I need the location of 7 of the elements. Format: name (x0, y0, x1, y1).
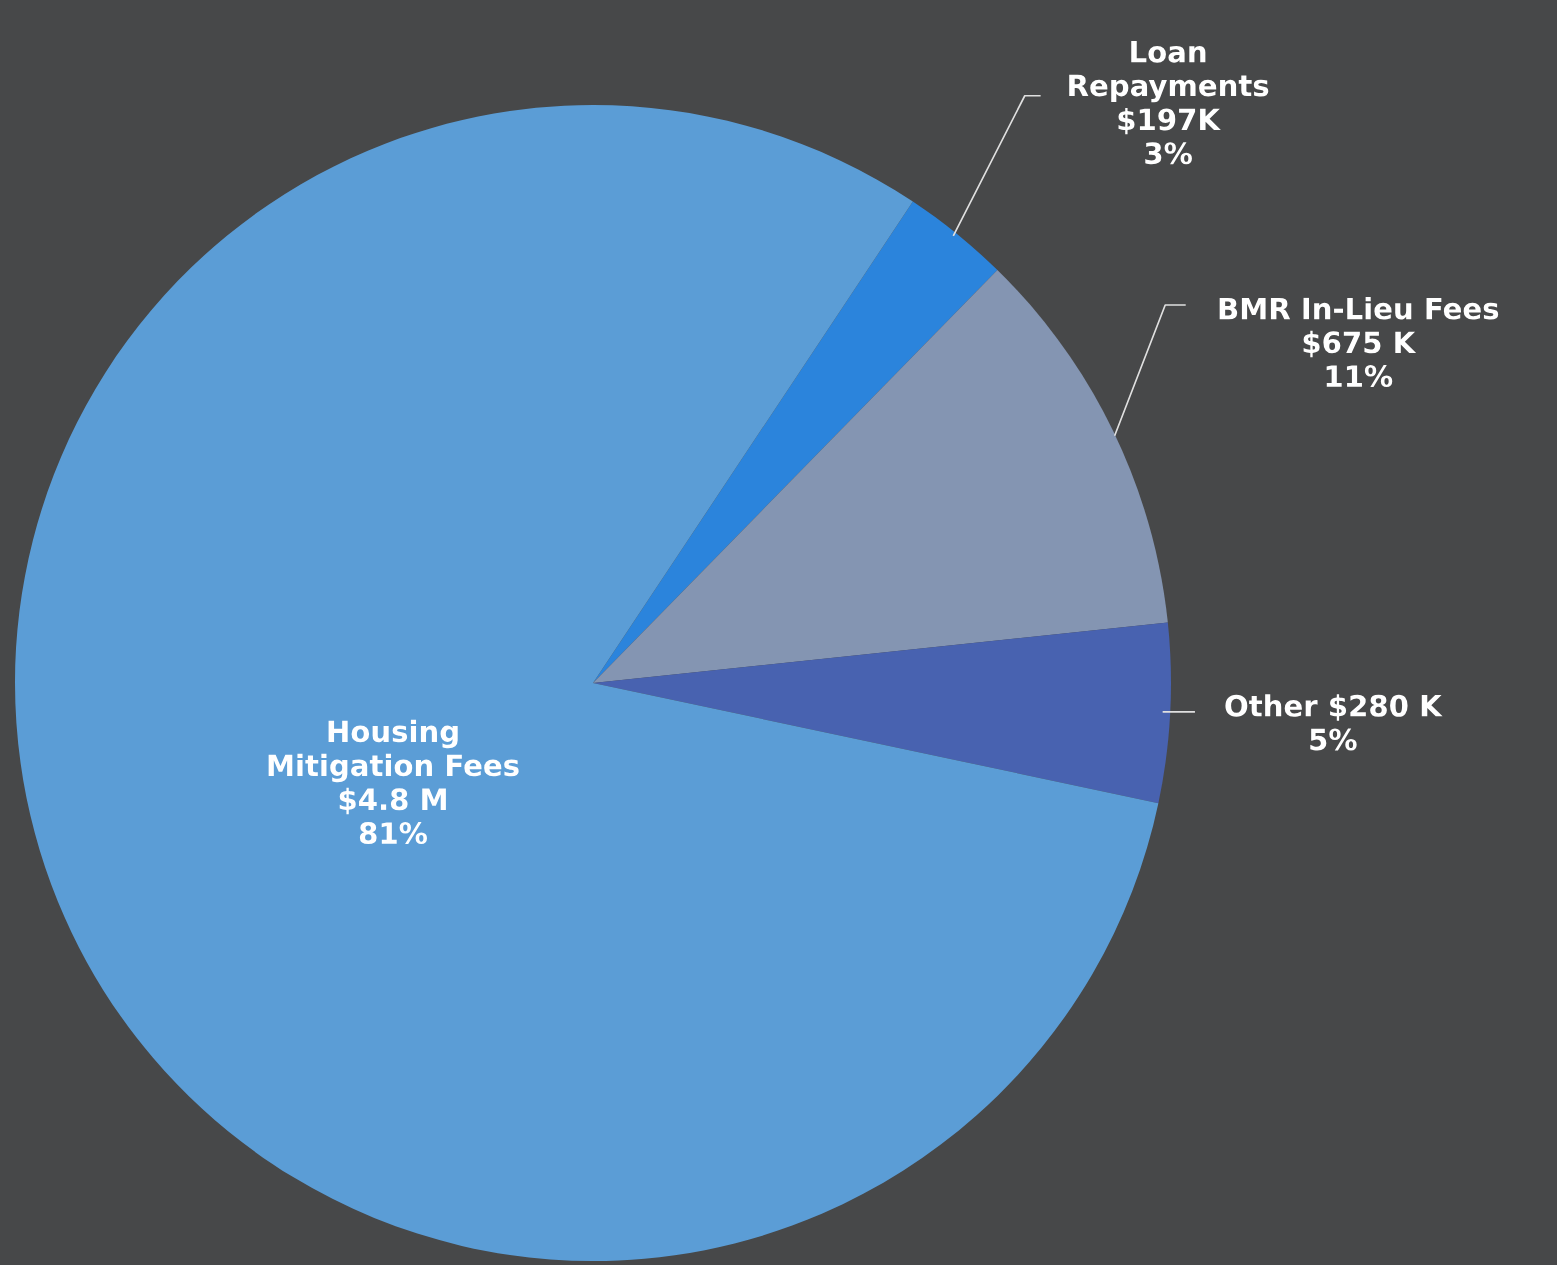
data-label: $197K 3% (1118, 107, 1221, 165)
slice-label: Housing Mitigation Fees (268, 719, 519, 783)
data-label: $675 K 11% (1303, 330, 1417, 388)
slice-label: Loan Repayments (1069, 41, 1269, 103)
slice-label: BMR In-Lieu Fees (1219, 296, 1499, 320)
data-label: $4.8 M 81% (339, 787, 446, 845)
slice-label: Other $280 K 5% (1225, 694, 1443, 751)
